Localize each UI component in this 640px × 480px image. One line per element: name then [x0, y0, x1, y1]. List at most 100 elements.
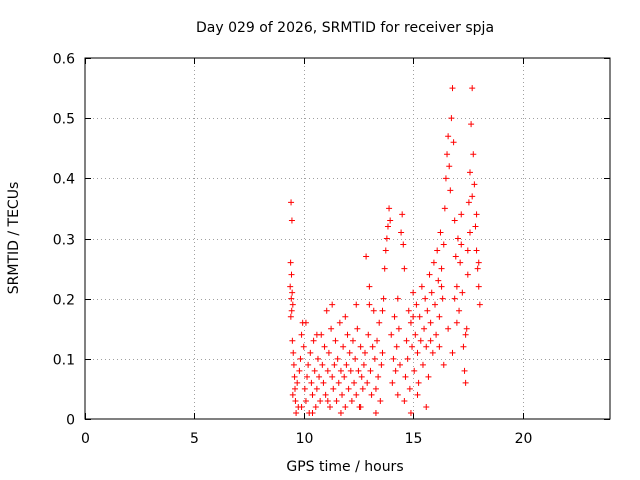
data-point — [440, 241, 447, 248]
data-point — [353, 391, 360, 398]
x-tick-label: 0 — [81, 431, 90, 447]
data-point — [329, 301, 336, 308]
data-point — [389, 379, 396, 386]
data-point — [430, 259, 437, 266]
data-point — [394, 295, 401, 302]
data-point — [288, 295, 295, 302]
data-point — [412, 331, 419, 338]
data-point — [421, 325, 428, 332]
data-point — [342, 313, 349, 320]
data-point — [471, 181, 478, 188]
data-point — [400, 241, 407, 248]
data-point — [401, 397, 408, 404]
data-point — [417, 337, 424, 344]
data-point — [470, 151, 477, 158]
data-point — [402, 373, 409, 380]
data-point — [451, 217, 458, 224]
data-point — [300, 343, 307, 350]
data-point — [464, 247, 471, 254]
data-point — [460, 343, 467, 350]
data-point — [473, 211, 480, 218]
data-point — [290, 361, 297, 368]
data-point — [459, 289, 466, 296]
data-point — [446, 163, 453, 170]
data-point — [457, 259, 464, 266]
data-point — [374, 337, 381, 344]
data-point — [317, 397, 324, 404]
data-point — [305, 361, 312, 368]
data-point — [472, 223, 479, 230]
data-point — [403, 337, 410, 344]
data-point — [407, 409, 414, 416]
data-point — [423, 343, 430, 350]
data-point — [376, 319, 383, 326]
data-point — [464, 271, 471, 278]
data-point — [351, 379, 358, 386]
data-point — [440, 361, 447, 368]
data-point — [428, 289, 435, 296]
data-point — [320, 379, 327, 386]
data-point — [458, 211, 465, 218]
data-point — [382, 247, 389, 254]
data-points — [287, 85, 483, 416]
data-point — [357, 343, 364, 350]
data-point — [372, 409, 379, 416]
data-point — [307, 349, 314, 356]
data-point — [314, 355, 321, 362]
data-point — [324, 367, 331, 374]
data-point — [292, 397, 299, 404]
data-point — [329, 373, 336, 380]
data-point — [366, 283, 373, 290]
data-point — [368, 391, 375, 398]
data-point — [413, 301, 420, 308]
data-point — [422, 295, 429, 302]
data-point — [469, 85, 476, 92]
data-point — [313, 331, 320, 338]
data-point — [410, 289, 417, 296]
data-point — [394, 391, 401, 398]
x-tick-label: 5 — [190, 431, 199, 447]
data-point — [298, 403, 305, 410]
data-point — [414, 391, 421, 398]
data-point — [438, 283, 445, 290]
data-point — [324, 397, 331, 404]
data-point — [416, 313, 423, 320]
data-point — [348, 397, 355, 404]
data-point — [441, 205, 448, 212]
data-point — [297, 355, 304, 362]
data-point — [312, 403, 319, 410]
y-tick-label: 0.1 — [53, 353, 75, 369]
data-point — [393, 343, 400, 350]
data-point — [458, 241, 465, 248]
data-point — [327, 403, 333, 410]
data-point — [445, 325, 452, 332]
data-point — [302, 397, 309, 404]
x-axis-label: GPS time / hours — [286, 459, 403, 475]
data-point — [288, 307, 295, 314]
data-point — [323, 307, 330, 314]
x-tick-label: 10 — [296, 431, 314, 447]
data-point — [383, 235, 390, 242]
data-point — [474, 265, 481, 272]
data-point — [341, 373, 348, 380]
data-point — [288, 199, 295, 206]
data-point — [304, 373, 311, 380]
data-point — [463, 325, 470, 332]
data-point — [292, 385, 298, 392]
data-point — [366, 301, 373, 308]
data-point — [291, 373, 298, 380]
data-point — [468, 121, 475, 128]
y-tick-label: 0.6 — [53, 52, 75, 68]
data-point — [436, 313, 443, 320]
data-point — [453, 319, 460, 326]
data-point — [302, 319, 309, 326]
data-point — [462, 331, 469, 338]
data-point — [407, 319, 414, 326]
data-point — [447, 187, 454, 194]
data-point — [405, 307, 412, 314]
data-point — [418, 283, 425, 290]
data-point — [353, 301, 360, 308]
y-tick-label: 0.3 — [53, 233, 75, 249]
data-point — [388, 331, 395, 338]
